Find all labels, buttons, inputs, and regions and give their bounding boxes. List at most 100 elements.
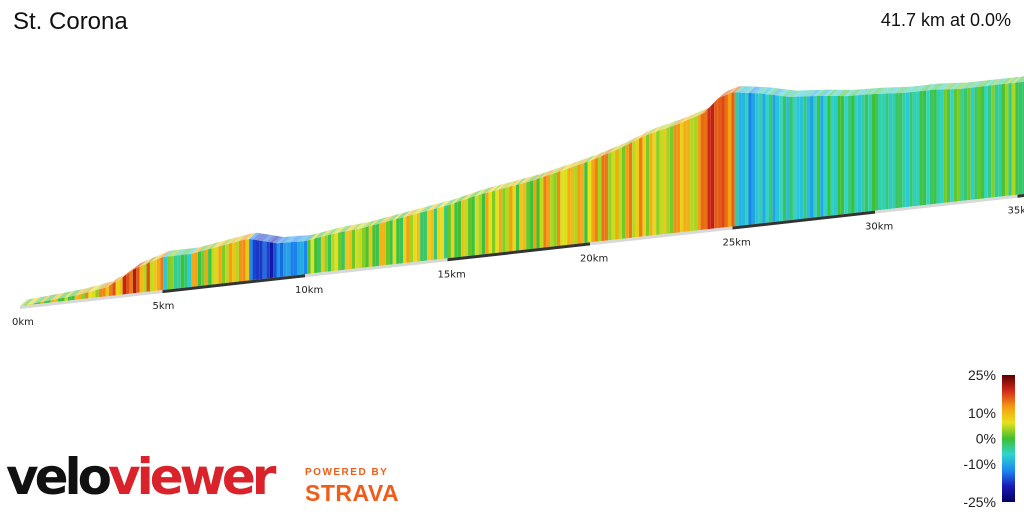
gradient-band-top	[485, 186, 496, 194]
gradient-band	[669, 125, 674, 234]
strava-logo[interactable]: STRAVA	[305, 480, 400, 506]
gradient-band-top	[803, 90, 814, 97]
gradient-band	[539, 177, 544, 248]
gradient-band	[502, 187, 506, 253]
gradient-band	[758, 93, 763, 224]
gradient-band	[868, 94, 872, 212]
gradient-band-top	[950, 82, 961, 90]
gradient-band-top	[170, 249, 181, 257]
gradient-band-top	[806, 89, 818, 97]
gradient-band	[225, 243, 229, 284]
logo-viewer: viewer	[108, 448, 276, 506]
gradient-band	[847, 95, 852, 214]
gradient-band	[403, 216, 407, 264]
gradient-band-top	[567, 161, 578, 169]
gradient-band	[71, 295, 75, 301]
gradient-band-top	[214, 240, 226, 248]
gradient-band-top	[731, 86, 742, 93]
gradient-band-top	[851, 89, 862, 96]
gradient-band-top	[33, 296, 45, 304]
gradient-band-top	[892, 86, 903, 94]
gradient-band-top	[454, 195, 465, 204]
gradient-band-top	[912, 85, 924, 93]
gradient-band-top	[126, 266, 137, 275]
gradient-band-top	[755, 86, 766, 94]
gradient-band-top	[881, 87, 893, 94]
gradient-band	[95, 289, 99, 298]
gradient-band-top	[597, 149, 609, 158]
gradient-band	[416, 212, 421, 262]
gradient-band-top	[943, 83, 954, 90]
gradient-band-top	[533, 173, 544, 181]
gradient-band	[143, 263, 147, 293]
gradient-band-top	[635, 132, 647, 141]
gradient-band	[338, 232, 342, 271]
gradient-band	[105, 285, 109, 297]
distance-axis	[20, 193, 1024, 309]
gradient-band-top	[409, 208, 421, 216]
gradient-band	[218, 245, 222, 284]
distance-segment	[447, 242, 590, 262]
gradient-band	[707, 105, 711, 230]
gradient-band-top	[1018, 77, 1024, 83]
gradient-band	[721, 95, 725, 228]
gradient-band-top	[837, 89, 848, 97]
gradient-band	[255, 240, 260, 280]
gradient-band-top	[327, 227, 339, 236]
gradient-band	[50, 299, 55, 303]
gradient-band-top	[303, 234, 315, 242]
gradient-band	[444, 205, 448, 259]
gradient-band	[710, 102, 715, 229]
gradient-band	[950, 89, 954, 203]
gradient-bands	[20, 76, 1024, 306]
gradient-band	[683, 120, 687, 232]
gradient-band-top	[738, 86, 749, 93]
gradient-band	[765, 94, 769, 223]
gradient-band	[601, 154, 605, 242]
gradient-band-top	[926, 83, 937, 91]
distance-segment	[590, 226, 733, 246]
gradient-band-top	[255, 233, 267, 241]
gradient-band	[406, 215, 410, 263]
gradient-band	[214, 246, 219, 285]
gradient-band	[146, 262, 150, 292]
gradient-band-top	[649, 126, 660, 135]
gradient-band-top	[994, 78, 1006, 86]
gradient-band	[806, 96, 811, 219]
gradient-band	[553, 172, 557, 247]
gradient-band	[139, 265, 144, 293]
gradient-band	[652, 131, 657, 236]
gradient-band	[153, 259, 157, 292]
gradient-band	[546, 174, 551, 248]
gradient-band-top	[854, 88, 865, 96]
gradient-band	[946, 89, 951, 203]
gradient-band-top	[238, 233, 250, 242]
gradient-band	[786, 96, 790, 221]
gradient-band	[639, 137, 643, 237]
gradient-band-top	[81, 286, 92, 295]
gradient-band	[895, 93, 899, 209]
gradient-band	[252, 239, 256, 281]
gradient-band-top	[468, 190, 479, 199]
gradient-band-top	[119, 271, 130, 280]
gradient-band	[320, 236, 325, 273]
gradient-band	[792, 96, 797, 220]
gradient-band-top	[1001, 77, 1012, 85]
gradient-band-top	[659, 123, 670, 131]
gradient-band	[413, 213, 417, 263]
gradient-band	[981, 86, 985, 199]
gradient-band	[173, 255, 178, 289]
gradient-band-top	[505, 180, 517, 188]
gradient-band-top	[782, 89, 794, 97]
veloviewer-logo[interactable]: veloviewer	[6, 447, 276, 507]
gradient-band	[491, 190, 496, 254]
gradient-band-top	[406, 209, 417, 217]
gradient-band-top	[560, 163, 571, 172]
gradient-band-top	[54, 292, 65, 300]
gradient-band	[266, 241, 270, 279]
gradient-band-top	[909, 85, 920, 93]
gradient-band-top	[645, 127, 657, 136]
gradient-band-top	[946, 82, 958, 90]
gradient-band	[560, 169, 564, 246]
